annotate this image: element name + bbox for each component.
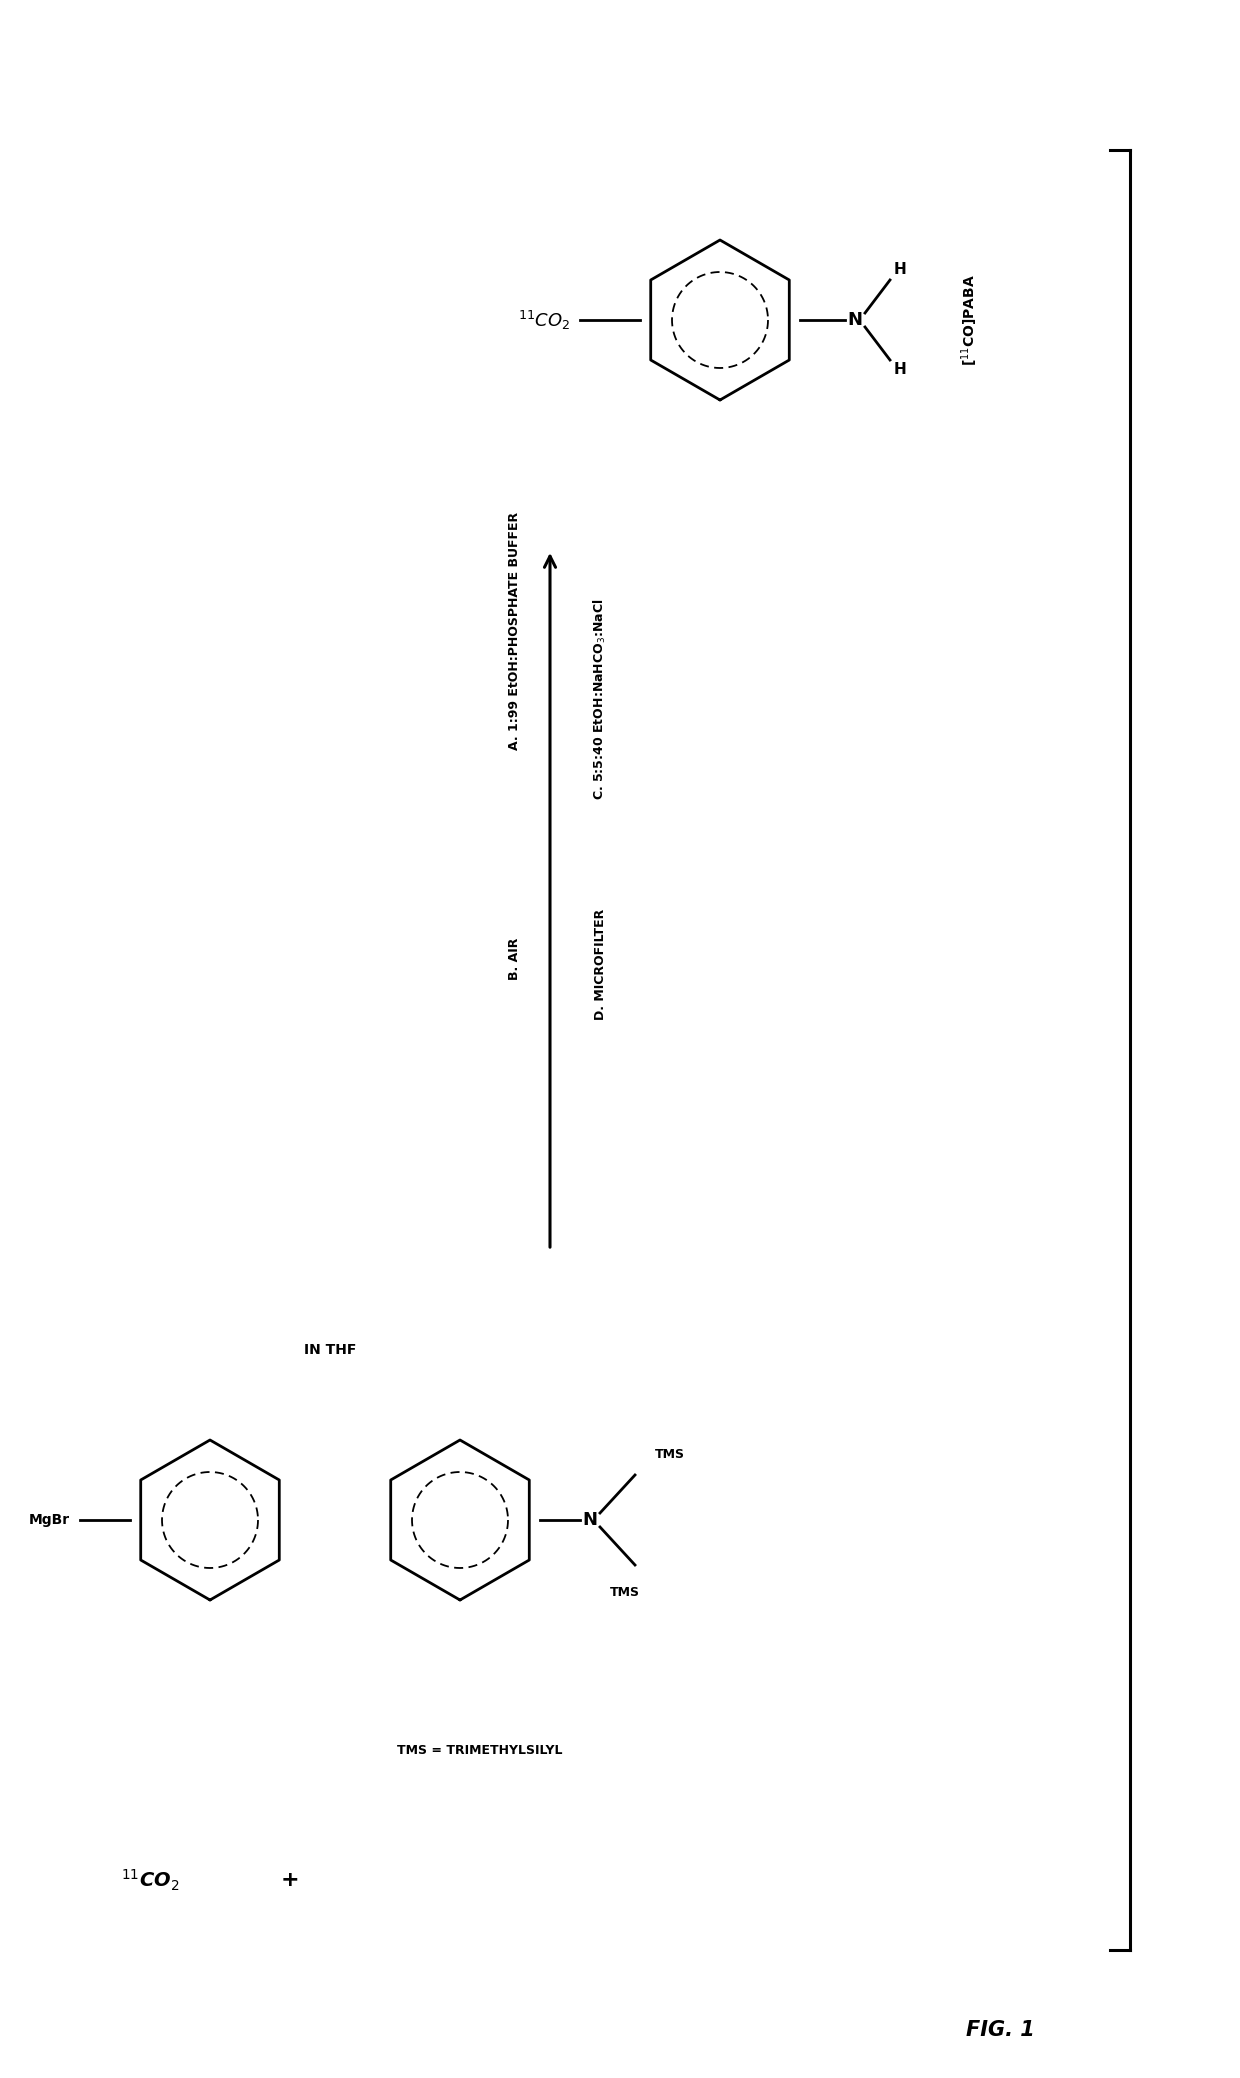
Text: $^{11}$CO$_2$: $^{11}$CO$_2$ — [517, 308, 570, 332]
Text: TMS = TRIMETHYLSILYL: TMS = TRIMETHYLSILYL — [397, 1743, 563, 1756]
Text: +: + — [280, 1870, 299, 1891]
Text: N: N — [847, 312, 863, 328]
Text: TMS: TMS — [655, 1448, 684, 1461]
Text: IN THF: IN THF — [304, 1342, 356, 1357]
Text: N: N — [583, 1511, 598, 1529]
Text: $^{11}$CO$_2$: $^{11}$CO$_2$ — [120, 1868, 180, 1893]
Text: B. AIR: B. AIR — [508, 937, 522, 981]
Text: A. 1:99 EtOH:PHOSPHATE BUFFER: A. 1:99 EtOH:PHOSPHATE BUFFER — [508, 511, 522, 750]
Text: [$^{11}$CO]PABA: [$^{11}$CO]PABA — [960, 274, 981, 366]
Text: FIG. 1: FIG. 1 — [966, 2020, 1034, 2041]
Text: MgBr: MgBr — [29, 1513, 69, 1527]
Text: H: H — [894, 262, 906, 278]
Text: TMS: TMS — [610, 1586, 640, 1600]
Text: C. 5:5:40 EtOH:NaHCO$_3$:NaCl: C. 5:5:40 EtOH:NaHCO$_3$:NaCl — [591, 598, 608, 800]
Text: H: H — [894, 362, 906, 378]
Text: D. MICROFILTER: D. MICROFILTER — [594, 908, 606, 1020]
